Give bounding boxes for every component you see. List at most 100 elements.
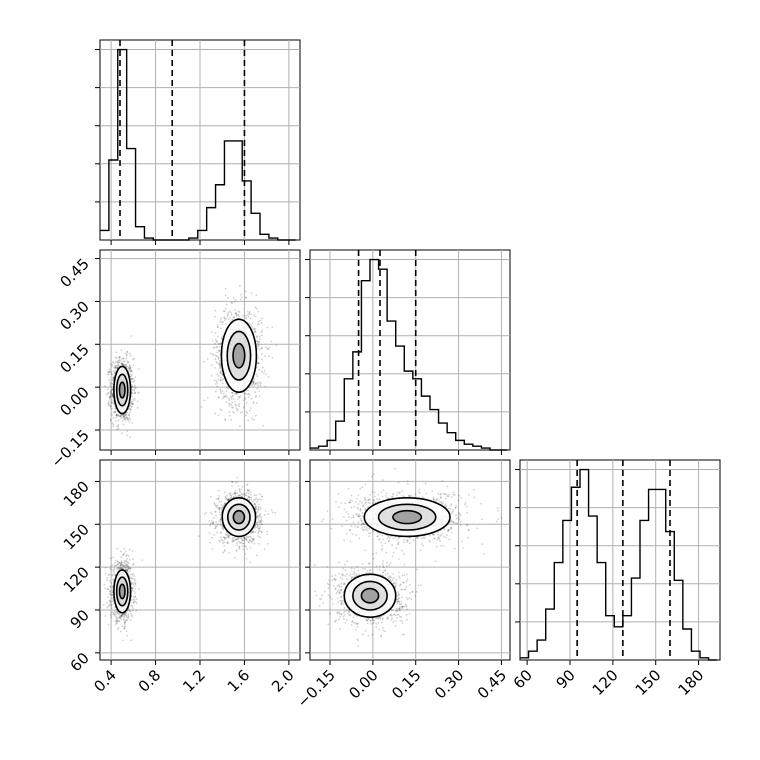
sample-point <box>234 482 237 484</box>
sample-point <box>390 608 393 611</box>
sample-point <box>226 541 229 544</box>
sample-point <box>256 340 259 343</box>
sample-point <box>238 396 241 399</box>
sample-point <box>131 609 134 612</box>
sample-point <box>231 392 234 394</box>
sample-point <box>259 513 262 516</box>
sample-point <box>130 583 133 585</box>
sample-point <box>129 567 132 570</box>
sample-point <box>211 353 214 356</box>
sample-point <box>352 570 355 573</box>
sample-point <box>242 536 245 539</box>
sample-point <box>110 565 112 568</box>
sample-point <box>254 506 257 508</box>
sample-point <box>133 592 136 594</box>
sample-point <box>134 582 137 584</box>
sample-point <box>267 348 269 351</box>
sample-point <box>216 504 219 507</box>
sample-point <box>123 360 126 363</box>
sample-point <box>218 507 221 509</box>
sample-point <box>238 402 241 405</box>
sample-point <box>246 489 249 491</box>
sample-point <box>104 572 107 575</box>
sample-point <box>109 585 112 588</box>
sample-point <box>111 589 114 592</box>
sample-point <box>247 389 250 392</box>
sample-point <box>232 411 235 414</box>
sample-point <box>372 557 375 560</box>
sample-point <box>123 623 126 626</box>
sample-point <box>223 395 226 398</box>
sample-point <box>233 301 236 304</box>
sample-point <box>225 496 228 499</box>
sample-point <box>243 545 246 548</box>
sample-point <box>119 564 122 567</box>
sample-point <box>109 392 112 395</box>
sample-point <box>219 366 222 369</box>
sample-point <box>231 401 234 404</box>
sample-point <box>123 415 125 418</box>
sample-point <box>220 531 223 534</box>
sample-point <box>218 359 221 362</box>
sample-point <box>260 530 263 533</box>
sample-point <box>226 533 229 536</box>
sample-point <box>123 417 126 420</box>
sample-point <box>127 366 130 369</box>
sample-point <box>118 567 121 570</box>
sample-point <box>126 411 128 414</box>
sample-point <box>118 449 121 450</box>
sample-point <box>205 511 208 514</box>
sample-point <box>107 404 110 407</box>
sample-point <box>123 613 126 616</box>
sample-point <box>231 395 234 398</box>
sample-point <box>251 530 254 533</box>
sample-point <box>110 594 112 596</box>
sample-point <box>120 614 123 617</box>
sample-point <box>128 365 131 367</box>
sample-point <box>130 614 133 617</box>
sample-point <box>138 368 140 370</box>
sample-point <box>244 414 247 417</box>
sample-point <box>116 618 118 620</box>
sample-point <box>262 424 265 427</box>
sample-point <box>214 342 216 345</box>
sample-point <box>126 417 129 420</box>
sample-point <box>238 541 240 543</box>
sample-point <box>216 326 219 329</box>
sample-point <box>220 507 223 510</box>
sample-point <box>247 315 250 318</box>
panel-frame <box>519 459 721 661</box>
sample-point <box>106 588 109 590</box>
sample-point <box>122 357 125 360</box>
sample-point <box>131 587 134 590</box>
sample-point <box>387 577 390 580</box>
sample-point <box>110 616 113 619</box>
sample-point <box>256 375 259 378</box>
sample-point <box>124 564 127 567</box>
sample-point <box>122 553 125 556</box>
sample-point <box>214 510 217 513</box>
sample-point <box>350 577 353 579</box>
sample-point <box>109 586 112 589</box>
sample-point <box>256 381 259 384</box>
sample-point <box>128 570 131 572</box>
sample-point <box>235 538 238 541</box>
sample-point <box>235 550 238 553</box>
sample-point <box>132 386 134 388</box>
sample-point <box>130 604 133 607</box>
sample-point <box>238 488 241 490</box>
sample-point <box>129 370 132 373</box>
sample-point <box>246 548 248 551</box>
sample-point <box>133 585 136 588</box>
sample-point <box>127 565 129 568</box>
contour-line <box>226 330 252 381</box>
sample-point <box>109 393 112 396</box>
sample-point <box>126 430 129 433</box>
sample-point <box>235 314 238 317</box>
sample-point <box>245 316 248 319</box>
sample-point <box>371 633 374 636</box>
sample-point <box>229 310 231 313</box>
sample-point <box>218 345 221 348</box>
sample-point <box>113 455 115 457</box>
sample-point <box>128 609 130 612</box>
